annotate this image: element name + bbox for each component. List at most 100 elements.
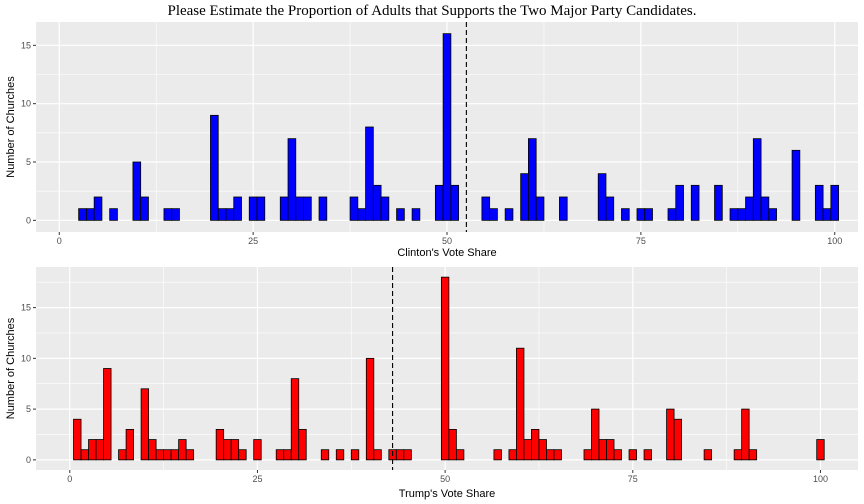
clinton-bar <box>210 114 219 221</box>
clinton-bar <box>217 208 227 221</box>
trump-bar <box>591 408 600 461</box>
clinton-bar <box>411 208 421 221</box>
clinton-bar <box>372 184 382 221</box>
trump-y-tick-label: 5 <box>26 404 31 414</box>
trump-bar <box>493 449 502 461</box>
trump-x-tick-label: 100 <box>813 474 828 484</box>
trump-bar <box>163 449 172 461</box>
clinton-panel: 0 25 50 75 100 0 5 10 15 Clinton's Vote Share Numb… <box>5 22 858 259</box>
clinton-bar <box>830 184 840 221</box>
clinton-bar <box>380 196 390 221</box>
chart-title: Please Estimate the Proportion of Adults… <box>167 3 696 19</box>
clinton-bar <box>822 208 832 221</box>
trump-bar <box>628 449 637 461</box>
trump-bar <box>103 368 112 461</box>
trump-bar <box>80 449 89 461</box>
clinton-bar <box>450 184 460 221</box>
clinton-bar <box>248 196 258 221</box>
clinton-bar <box>675 184 684 221</box>
trump-bar <box>373 449 382 461</box>
trump-bar <box>523 439 532 461</box>
clinton-bar <box>86 208 95 221</box>
clinton-x-axis-title: Clinton's Vote Share <box>397 247 496 259</box>
trump-bar <box>283 449 292 461</box>
trump-bar <box>320 449 330 461</box>
trump-bar <box>73 418 82 461</box>
trump-bar <box>440 276 450 461</box>
trump-bar <box>508 449 517 461</box>
trump-bar <box>448 428 457 461</box>
trump-bar <box>741 408 750 461</box>
trump-bar <box>553 449 562 461</box>
trump-y-tick-label: 15 <box>21 303 31 313</box>
clinton-y-tick-label: 15 <box>21 40 31 50</box>
clinton-bar <box>287 138 297 221</box>
clinton-bar <box>481 196 491 221</box>
clinton-bar <box>225 208 235 221</box>
trump-panel: 0 25 50 75 100 0 5 10 15 Trump's Vote Share Number… <box>5 267 858 500</box>
clinton-bar <box>814 184 824 221</box>
clinton-bar <box>396 208 405 221</box>
trump-bar <box>516 347 525 461</box>
clinton-x-tick-label: 50 <box>442 236 452 246</box>
trump-bar <box>613 449 622 461</box>
trump-bar <box>395 449 405 461</box>
trump-x-tick-label: 75 <box>628 474 638 484</box>
clinton-bar <box>621 208 630 221</box>
trump-bar <box>748 449 758 461</box>
clinton-bar <box>667 208 677 221</box>
trump-bar <box>403 449 412 461</box>
trump-bar <box>673 418 682 461</box>
trump-bar <box>365 357 375 461</box>
clinton-bar <box>357 208 366 221</box>
trump-bar <box>350 449 360 461</box>
clinton-bar <box>605 196 615 221</box>
trump-bar <box>125 428 134 461</box>
trump-bar <box>538 439 547 461</box>
clinton-bar <box>78 208 87 221</box>
trump-bar <box>666 408 675 461</box>
trump-bar <box>546 449 555 461</box>
trump-bar <box>598 439 607 461</box>
trump-bar <box>148 439 157 461</box>
clinton-bar <box>745 196 754 221</box>
clinton-bar <box>442 33 452 221</box>
clinton-bar <box>256 196 266 221</box>
trump-bar <box>816 439 825 461</box>
clinton-y-axis-title: Number of Churches <box>5 76 17 178</box>
trump-bar <box>178 439 187 461</box>
trump-x-tick-label: 0 <box>67 474 72 484</box>
trump-bar <box>531 428 540 461</box>
clinton-y-tick-label: 10 <box>21 99 31 109</box>
clinton-bar <box>737 208 746 221</box>
trump-y-tick-label: 10 <box>21 353 31 363</box>
trump-bar <box>253 439 262 461</box>
clinton-bar <box>109 208 118 221</box>
trump-bar <box>88 439 97 461</box>
clinton-bar <box>349 196 359 221</box>
clinton-bar <box>690 184 700 221</box>
clinton-bar <box>233 196 242 221</box>
trump-x-axis-title: Trump's Vote Share <box>399 488 495 500</box>
trump-bar <box>335 449 345 461</box>
trump-bar <box>290 378 300 461</box>
trump-bar <box>95 439 104 461</box>
trump-bar <box>606 439 615 461</box>
trump-bar <box>583 449 592 461</box>
clinton-y-tick-label: 0 <box>26 215 31 225</box>
trump-bar <box>643 449 652 461</box>
clinton-bar <box>760 196 770 221</box>
trump-bar <box>155 449 165 461</box>
clinton-bar <box>489 208 498 221</box>
trump-y-axis-title: Number of Churches <box>5 317 17 419</box>
clinton-bar <box>528 138 537 221</box>
clinton-bar <box>597 173 607 221</box>
trump-bar <box>230 439 240 461</box>
clinton-x-tick-label: 0 <box>57 236 62 246</box>
clinton-bar <box>140 196 149 221</box>
clinton-bar <box>535 196 545 221</box>
clinton-x-tick-label: 25 <box>248 236 258 246</box>
trump-bar <box>275 449 285 461</box>
clinton-bar <box>636 208 646 221</box>
